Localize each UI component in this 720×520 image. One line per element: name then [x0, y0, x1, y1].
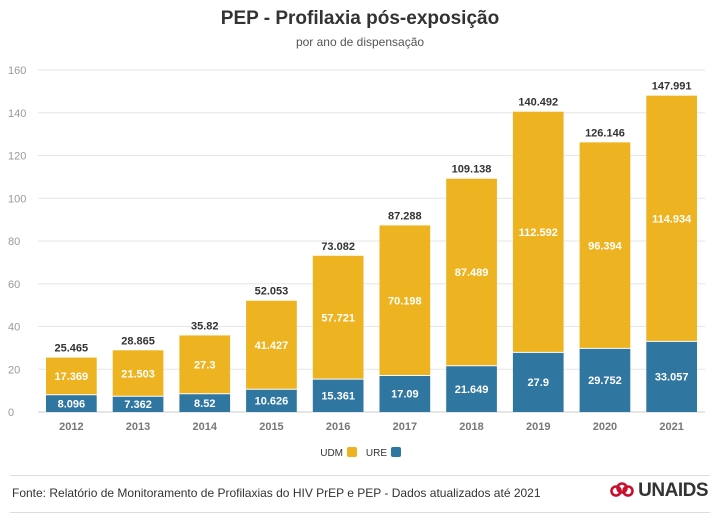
- bar-label-ure: 10.626: [255, 396, 289, 408]
- bar-label-ure: 8.096: [58, 398, 86, 410]
- y-tick-label: 20: [8, 364, 20, 376]
- bar-ure: [179, 393, 231, 412]
- bar-udm: [246, 300, 297, 390]
- red-ribbon-icon: [610, 482, 634, 497]
- bar-udm: [312, 255, 364, 380]
- bar-udm: [112, 350, 164, 397]
- bar-udm: [446, 178, 497, 366]
- bar-ure: [512, 352, 564, 412]
- unaids-logo: UNAIDS: [610, 480, 708, 502]
- x-tick-label: 2017: [393, 421, 417, 433]
- bar-label-udm: 41.427: [255, 340, 289, 352]
- bar-ure: [646, 341, 697, 412]
- bar-label-ure: 8.52: [194, 398, 215, 410]
- x-tick-label: 2016: [326, 421, 350, 433]
- bar-label-udm: 96.394: [588, 240, 623, 252]
- bar-label-udm: 57.721: [321, 312, 355, 324]
- bar-label-udm: 112.592: [519, 227, 558, 239]
- y-tick-label: 0: [8, 407, 14, 419]
- x-tick-label: 2015: [259, 421, 283, 433]
- bar-label-ure: 7.362: [124, 399, 152, 411]
- bar-total-label: 109.138: [452, 164, 492, 176]
- legend-label-ure: URE: [366, 448, 387, 459]
- legend-swatch-ure: [391, 447, 401, 457]
- bar-ure: [112, 396, 164, 412]
- bar-total-label: 147.991: [652, 81, 692, 93]
- y-tick-label: 160: [8, 65, 26, 77]
- bar-label-udm: 27.3: [194, 360, 215, 372]
- footer-divider-top: [10, 475, 710, 476]
- bar-udm: [579, 142, 631, 349]
- y-tick-label: 60: [8, 279, 20, 291]
- bar-label-ure: 33.057: [655, 372, 689, 384]
- bar-label-ure: 21.649: [455, 384, 489, 396]
- bar-ure: [446, 365, 497, 412]
- bar-label-ure: 15.361: [321, 391, 355, 403]
- bar-udm: [512, 111, 564, 353]
- y-tick-label: 80: [8, 236, 20, 248]
- bar-ure: [246, 389, 297, 412]
- bar-label-udm: 21.503: [121, 368, 155, 380]
- y-tick-label: 100: [8, 193, 26, 205]
- y-tick-label: 120: [8, 151, 26, 163]
- bar-label-ure: 29.752: [588, 375, 622, 387]
- legend-label-udm: UDM: [320, 448, 343, 459]
- x-tick-label: 2020: [593, 421, 617, 433]
- bar-total-label: 87.288: [388, 210, 422, 222]
- x-tick-label: 2019: [526, 421, 550, 433]
- x-tick-label: 2018: [459, 421, 483, 433]
- bar-total-label: 28.865: [121, 335, 155, 347]
- y-tick-label: 40: [8, 322, 20, 334]
- bar-label-udm: 70.198: [388, 295, 422, 307]
- bar-label-udm: 114.934: [652, 214, 692, 226]
- bar-ure: [579, 348, 631, 412]
- x-tick-label: 2021: [659, 421, 683, 433]
- bar-udm: [379, 225, 431, 376]
- bar-udm: [646, 95, 697, 342]
- bar-ure: [46, 394, 97, 412]
- bar-label-ure: 27.9: [528, 377, 549, 389]
- bar-ure: [312, 379, 364, 412]
- bar-label-ure: 17.09: [391, 389, 419, 401]
- bar-label-udm: 17.369: [55, 371, 89, 383]
- chart-subtitle: por ano de dispensação: [295, 35, 425, 49]
- bar-total-label: 140.492: [518, 97, 558, 109]
- bar-total-label: 52.053: [255, 286, 289, 298]
- bar-ure: [379, 375, 431, 412]
- x-tick-label: 2012: [59, 421, 83, 433]
- legend-swatch-udm: [347, 447, 357, 457]
- bar-total-label: 73.082: [321, 241, 355, 253]
- logo-text: UNAIDS: [638, 480, 708, 501]
- bar-udm: [46, 357, 97, 395]
- chart-title: PEP - Profilaxia pós-exposição: [220, 8, 500, 29]
- bar-total-label: 126.146: [585, 127, 625, 139]
- source-note: Fonte: Relatório de Monitoramento de Pro…: [12, 486, 541, 500]
- bar-udm: [179, 335, 231, 394]
- bar-label-udm: 87.489: [455, 267, 489, 279]
- bar-total-label: 25.465: [55, 343, 89, 355]
- x-tick-label: 2014: [193, 421, 218, 433]
- y-tick-label: 140: [8, 108, 26, 120]
- stacked-bar-chart: 0 20 40 60 80 100 120 140 160 8.096 17.369 25.465 20…: [8, 65, 705, 459]
- x-tick-label: 2013: [126, 421, 150, 433]
- bar-total-label: 35.82: [191, 320, 219, 332]
- footer-divider-bottom: [10, 512, 710, 513]
